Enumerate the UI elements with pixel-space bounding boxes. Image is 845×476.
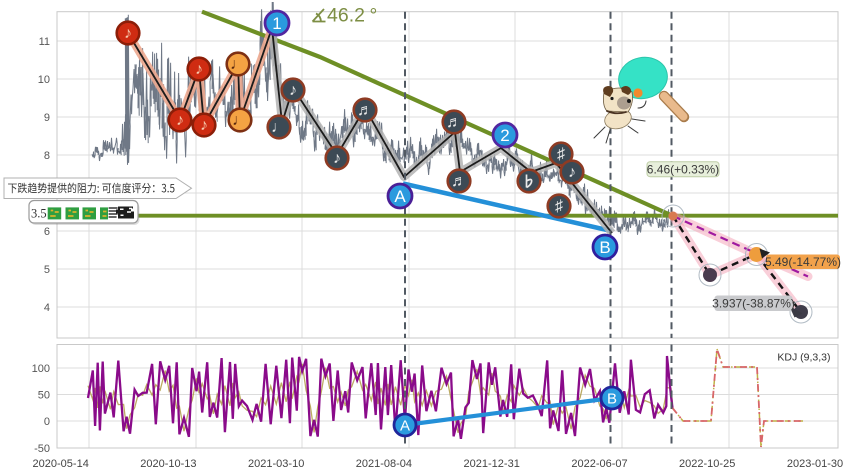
svg-text:2022-10-25: 2022-10-25 xyxy=(679,458,735,470)
svg-text:♪: ♪ xyxy=(333,150,341,167)
svg-text:6.46(+0.33%): 6.46(+0.33%) xyxy=(647,162,719,176)
svg-text:♪: ♪ xyxy=(124,25,132,42)
svg-text:8: 8 xyxy=(44,150,50,162)
svg-text:♪: ♪ xyxy=(200,117,208,134)
svg-text:4: 4 xyxy=(44,302,50,314)
svg-text:♪: ♪ xyxy=(176,112,184,129)
svg-text:B: B xyxy=(607,390,617,407)
svg-text:100: 100 xyxy=(32,363,50,375)
svg-text:KDJ (9,3,3): KDJ (9,3,3) xyxy=(777,352,830,364)
svg-text:A: A xyxy=(400,417,410,434)
svg-text:2020-05-14: 2020-05-14 xyxy=(33,458,89,470)
svg-text:♬: ♬ xyxy=(451,173,467,190)
svg-text:♪: ♪ xyxy=(195,61,203,78)
svg-text:2021-12-31: 2021-12-31 xyxy=(464,458,520,470)
svg-text:♬: ♬ xyxy=(446,114,462,131)
svg-text:♩: ♩ xyxy=(230,56,246,73)
svg-text:♪: ♪ xyxy=(568,164,576,181)
svg-text:2023-01-30: 2023-01-30 xyxy=(787,458,843,470)
svg-text:♬: ♬ xyxy=(357,102,373,119)
svg-text:B: B xyxy=(599,238,610,257)
svg-text:2: 2 xyxy=(500,126,509,145)
svg-text:5: 5 xyxy=(44,264,50,276)
svg-text:46.2: 46.2 xyxy=(327,5,365,27)
svg-text:♯: ♯ xyxy=(555,198,563,215)
svg-text:♩: ♩ xyxy=(271,119,287,136)
svg-text:2021-03-10: 2021-03-10 xyxy=(248,458,304,470)
svg-text:9: 9 xyxy=(44,112,50,124)
svg-text:2020-10-13: 2020-10-13 xyxy=(140,458,196,470)
svg-text:11: 11 xyxy=(39,36,50,48)
svg-text:50: 50 xyxy=(38,390,50,402)
svg-text:♯: ♯ xyxy=(557,146,565,163)
svg-text:-50: -50 xyxy=(34,443,50,455)
svg-text:1: 1 xyxy=(272,14,281,33)
svg-text:10: 10 xyxy=(38,74,50,86)
svg-text:6: 6 xyxy=(44,226,50,238)
svg-text:3.937(-38.87%): 3.937(-38.87%) xyxy=(712,296,795,310)
svg-text:2022-06-07: 2022-06-07 xyxy=(571,458,627,470)
svg-text:♩: ♩ xyxy=(232,112,248,129)
svg-text:0: 0 xyxy=(44,416,50,428)
svg-text:°: ° xyxy=(370,5,378,27)
svg-text:♪: ♪ xyxy=(289,82,297,99)
svg-text:A: A xyxy=(394,187,406,206)
svg-text:5.49(-14.77%): 5.49(-14.77%) xyxy=(765,255,841,269)
svg-text:3.5: 3.5 xyxy=(31,207,47,221)
svg-text:2021-08-04: 2021-08-04 xyxy=(356,458,412,470)
